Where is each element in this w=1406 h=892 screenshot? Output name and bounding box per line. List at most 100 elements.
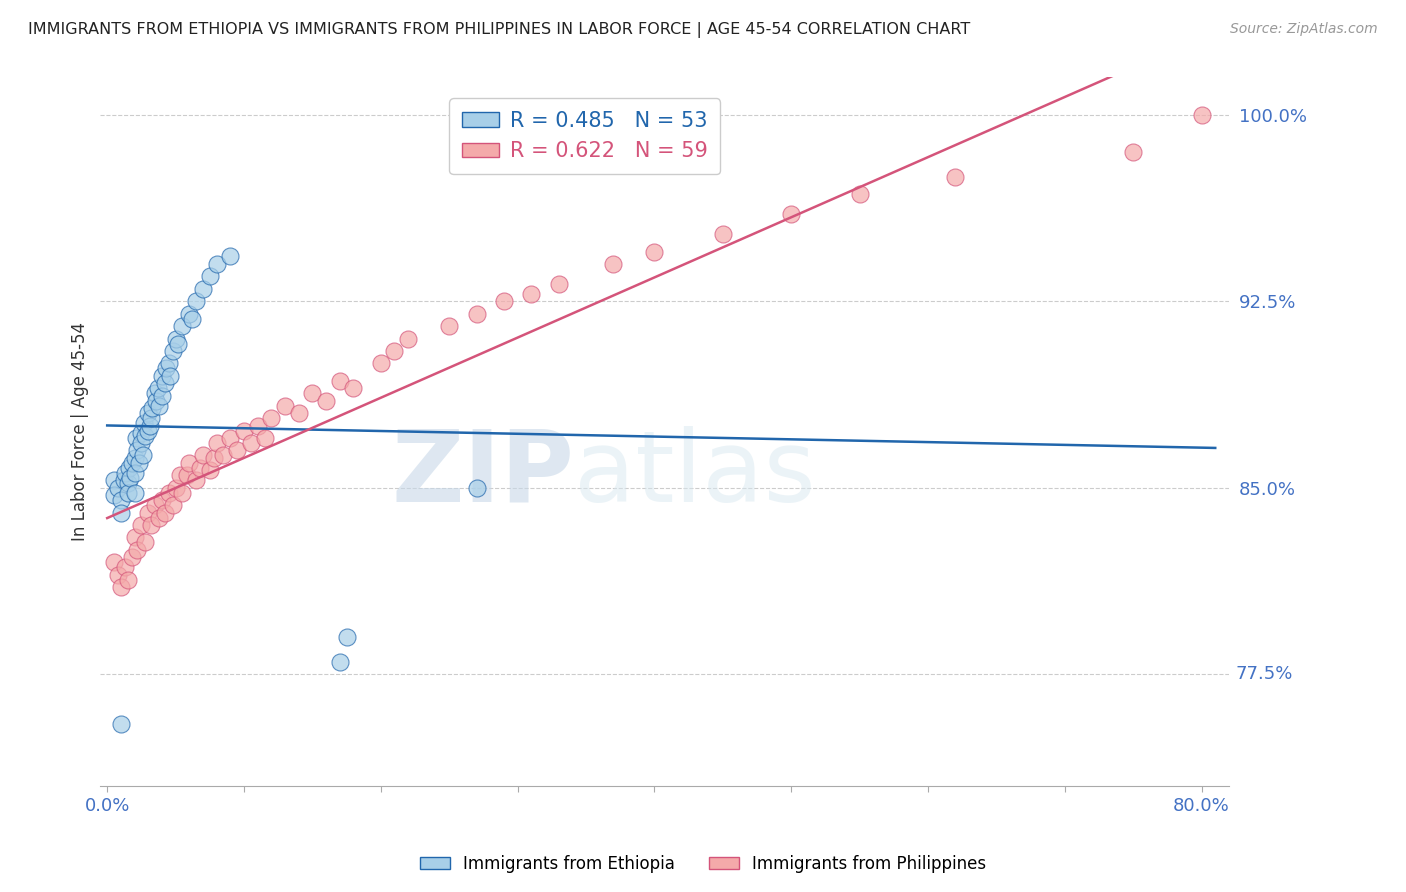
Point xyxy=(124,466,146,480)
Point xyxy=(329,374,352,388)
Point xyxy=(125,431,148,445)
Point xyxy=(124,450,146,465)
Point xyxy=(148,399,170,413)
Point xyxy=(117,485,139,500)
Point xyxy=(138,418,160,433)
Point xyxy=(274,399,297,413)
Point xyxy=(602,257,624,271)
Point xyxy=(246,418,269,433)
Point xyxy=(219,431,242,445)
Point xyxy=(120,471,142,485)
Text: 77.5%: 77.5% xyxy=(1236,665,1294,683)
Point xyxy=(103,555,125,569)
Point xyxy=(134,535,156,549)
Point xyxy=(124,531,146,545)
Point xyxy=(165,481,187,495)
Point xyxy=(301,386,323,401)
Point xyxy=(124,485,146,500)
Point xyxy=(146,381,169,395)
Point xyxy=(136,424,159,438)
Point xyxy=(342,381,364,395)
Legend: Immigrants from Ethiopia, Immigrants from Philippines: Immigrants from Ethiopia, Immigrants fro… xyxy=(413,848,993,880)
Point xyxy=(110,717,132,731)
Text: IMMIGRANTS FROM ETHIOPIA VS IMMIGRANTS FROM PHILIPPINES IN LABOR FORCE | AGE 45-: IMMIGRANTS FROM ETHIOPIA VS IMMIGRANTS F… xyxy=(28,22,970,38)
Point xyxy=(465,307,488,321)
Point xyxy=(150,368,173,383)
Point xyxy=(103,488,125,502)
Point xyxy=(110,506,132,520)
Point xyxy=(157,356,180,370)
Point xyxy=(114,466,136,480)
Point xyxy=(127,542,149,557)
Point xyxy=(162,343,184,358)
Point xyxy=(121,456,143,470)
Point xyxy=(492,294,515,309)
Point xyxy=(181,311,204,326)
Point xyxy=(239,436,262,450)
Point xyxy=(191,282,214,296)
Point xyxy=(162,498,184,512)
Point xyxy=(233,424,256,438)
Text: atlas: atlas xyxy=(574,425,815,523)
Point xyxy=(165,332,187,346)
Point xyxy=(219,250,242,264)
Point xyxy=(139,411,162,425)
Point xyxy=(396,332,419,346)
Point xyxy=(184,473,207,487)
Point xyxy=(260,411,283,425)
Point xyxy=(169,468,191,483)
Point xyxy=(136,406,159,420)
Point xyxy=(150,389,173,403)
Point xyxy=(153,506,176,520)
Point xyxy=(127,443,149,458)
Point xyxy=(167,336,190,351)
Point xyxy=(121,550,143,565)
Point xyxy=(172,319,194,334)
Point xyxy=(131,436,153,450)
Point xyxy=(191,449,214,463)
Point xyxy=(315,393,337,408)
Point xyxy=(107,481,129,495)
Point xyxy=(287,406,309,420)
Point xyxy=(370,356,392,370)
Point xyxy=(1122,145,1144,159)
Point xyxy=(117,475,139,490)
Point xyxy=(212,449,235,463)
Point xyxy=(1191,108,1213,122)
Point xyxy=(145,393,167,408)
Point xyxy=(198,269,221,284)
Point xyxy=(112,473,135,487)
Point xyxy=(384,343,406,358)
Point xyxy=(150,493,173,508)
Point xyxy=(131,425,153,440)
Point xyxy=(547,277,569,291)
Point xyxy=(131,518,153,533)
Point xyxy=(253,431,276,445)
Point xyxy=(780,207,803,221)
Point xyxy=(179,456,201,470)
Point xyxy=(226,443,249,458)
Point xyxy=(184,294,207,309)
Point xyxy=(336,630,359,644)
Point xyxy=(198,463,221,477)
Point xyxy=(136,506,159,520)
Point xyxy=(179,307,201,321)
Legend: R = 0.485   N = 53, R = 0.622   N = 59: R = 0.485 N = 53, R = 0.622 N = 59 xyxy=(450,98,720,174)
Point xyxy=(148,510,170,524)
Point xyxy=(110,493,132,508)
Point xyxy=(848,187,870,202)
Point xyxy=(134,428,156,442)
Point xyxy=(157,485,180,500)
Point xyxy=(128,456,150,470)
Point xyxy=(188,460,211,475)
Point xyxy=(711,227,734,241)
Point xyxy=(134,416,156,430)
Point xyxy=(437,319,460,334)
Point xyxy=(176,468,198,483)
Point xyxy=(103,473,125,487)
Point xyxy=(943,169,966,184)
Point xyxy=(205,257,228,271)
Point xyxy=(202,450,225,465)
Point xyxy=(205,436,228,450)
Point xyxy=(159,368,181,383)
